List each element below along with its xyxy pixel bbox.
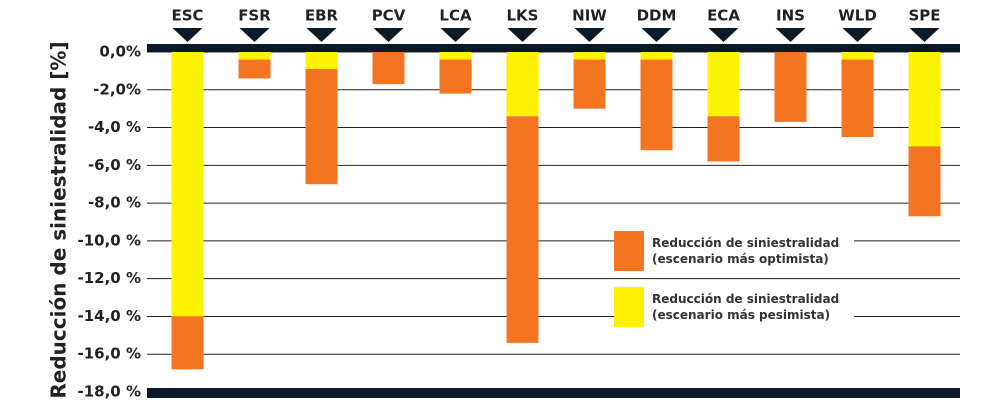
x-tick-label: DDM xyxy=(637,7,677,25)
category-arrow xyxy=(842,28,873,42)
category-arrow xyxy=(306,28,337,42)
y-tick-label: -18,0 % xyxy=(78,383,142,401)
y-tick-label: -12,0 % xyxy=(78,269,142,287)
bar-segment xyxy=(439,59,472,94)
bar-segment xyxy=(573,59,606,109)
category-arrow xyxy=(507,28,538,42)
bar-segment xyxy=(506,116,539,343)
bar-segment xyxy=(506,52,539,117)
bar-segment xyxy=(305,69,338,185)
category-arrow xyxy=(440,28,471,42)
category-arrow xyxy=(909,28,940,42)
bar-segment xyxy=(372,52,405,85)
x-tick-label: ESC xyxy=(171,7,203,25)
category-arrow xyxy=(239,28,270,42)
bar-segment xyxy=(774,52,807,122)
bar-segment xyxy=(707,116,740,162)
bar-segment xyxy=(841,52,874,60)
bar-segment xyxy=(841,59,874,137)
y-tick-label: -4,0 % xyxy=(88,118,141,136)
x-tick-label: LKS xyxy=(507,7,539,25)
x-tick-label: FSR xyxy=(238,7,271,25)
category-arrow xyxy=(775,28,806,42)
top-axis-bar xyxy=(147,44,960,52)
bar-segment xyxy=(305,52,338,69)
category-arrow xyxy=(708,28,739,42)
y-tick-label: -8,0 % xyxy=(88,194,141,212)
x-tick-label: SPE xyxy=(908,7,940,25)
bar-segment xyxy=(439,52,472,60)
y-axis-label: Reducción de siniestralidad [%] xyxy=(47,41,71,398)
x-tick-label: PCV xyxy=(372,7,406,25)
bar-segment xyxy=(908,52,941,147)
bar-segment xyxy=(640,52,673,60)
category-arrow xyxy=(172,28,203,42)
y-tick-label: -6,0 % xyxy=(88,156,141,174)
legend-label: Reducción de siniestralidad (escenario m… xyxy=(652,236,840,266)
bar-segment xyxy=(573,52,606,60)
x-tick-label: NIW xyxy=(572,7,607,25)
bar-segment xyxy=(707,52,740,117)
legend-item: Reducción de siniestralidad (escenario m… xyxy=(614,282,854,332)
legend-label: Reducción de siniestralidad (escenario m… xyxy=(652,292,840,322)
bar-segment xyxy=(238,59,271,79)
category-arrow xyxy=(574,28,605,42)
x-tick-label: INS xyxy=(776,7,805,25)
category-arrow xyxy=(373,28,404,42)
bar-segment xyxy=(171,52,204,317)
y-tick-label: -16,0 % xyxy=(78,345,142,363)
y-tick-label: -14,0 % xyxy=(78,307,142,325)
legend-item: Reducción de siniestralidad (escenario m… xyxy=(614,226,854,276)
x-tick-label: EBR xyxy=(305,7,339,25)
bar-segment xyxy=(171,316,204,370)
x-tick-label: WLD xyxy=(838,7,877,25)
bar-segment xyxy=(238,52,271,60)
y-tick-label: -10,0 % xyxy=(78,231,142,249)
legend-swatch xyxy=(614,287,644,327)
bottom-axis-bar xyxy=(147,388,960,398)
bar-segment xyxy=(908,146,941,217)
category-arrow xyxy=(641,28,672,42)
x-tick-label: ECA xyxy=(707,7,740,25)
bar-segment xyxy=(640,59,673,151)
legend-swatch xyxy=(614,231,644,271)
y-tick-label: -2,0% xyxy=(93,80,141,98)
x-tick-label: LCA xyxy=(439,7,472,25)
y-tick-label: 0,0% xyxy=(99,43,141,61)
